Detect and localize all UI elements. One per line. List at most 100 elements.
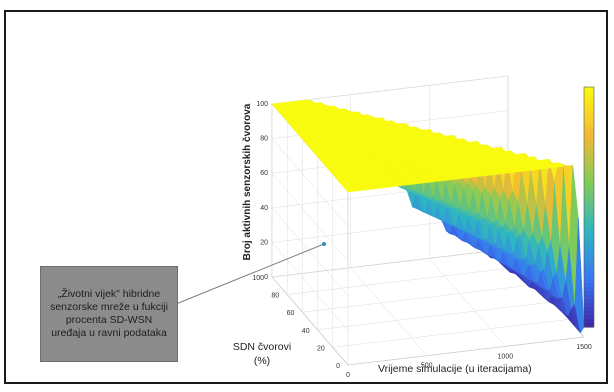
colorbar-segment <box>584 175 594 180</box>
z-tick-label: 40 <box>260 205 268 212</box>
colorbar-segment <box>584 171 594 176</box>
x-tick-label: 1000 <box>498 353 514 360</box>
colorbar-segment <box>584 231 594 236</box>
colorbar-segment <box>584 99 594 104</box>
grid-line <box>271 207 349 296</box>
colorbar-segment <box>584 227 594 232</box>
grid-line <box>271 276 349 366</box>
colorbar-segment <box>584 127 594 132</box>
grid-line <box>271 75 509 105</box>
y-tick-label: 20 <box>317 345 325 352</box>
colorbar-segment <box>584 291 594 296</box>
data-surface <box>271 99 585 334</box>
colorbar-segment <box>584 311 594 316</box>
x-tick-label: 1500 <box>576 344 592 351</box>
z-tick-label: 0 <box>264 274 268 281</box>
z-tick-label: 100 <box>256 101 268 108</box>
x-tick-label: 500 <box>421 363 433 370</box>
colorbar-segment <box>584 287 594 292</box>
annotation-box: „Životni vijek" hibridne senzorske mreže… <box>40 266 178 362</box>
colorbar-segment <box>584 239 594 244</box>
grid-line <box>332 319 569 348</box>
y-axis-label: SDN čvorovi <box>233 341 291 353</box>
colorbar-segment <box>584 95 594 100</box>
grid-line <box>271 173 349 262</box>
colorbar-segment <box>584 299 594 304</box>
colorbar <box>583 86 595 328</box>
z-tick-label: 60 <box>260 170 268 177</box>
grid-line <box>287 266 524 295</box>
colorbar-segment <box>584 151 594 156</box>
figure-frame: 0 20 40 60 80 100 0 500 1000 1500 0 20 40 60 80 100 Bro… <box>4 10 608 384</box>
colorbar-segment <box>584 159 594 164</box>
colorbar-segment <box>584 251 594 256</box>
z-axis-label: Broj aktivnih senzorskih čvorova <box>242 103 253 260</box>
grid-line <box>350 267 427 356</box>
colorbar-segment <box>584 199 594 204</box>
colorbar-segment <box>584 131 594 136</box>
y-tick-label: 100 <box>252 275 264 282</box>
surface-patch <box>574 217 585 334</box>
colorbar-segment <box>584 107 594 112</box>
grid-line <box>302 283 539 313</box>
colorbar-segment <box>584 103 594 108</box>
colorbar-segment <box>584 155 594 160</box>
y-axis-label-unit: (%) <box>254 355 270 367</box>
colorbar-segment <box>584 207 594 212</box>
grid-line <box>317 301 554 331</box>
colorbar-segment <box>584 271 594 276</box>
colorbar-segment <box>584 135 594 140</box>
colorbar-segment <box>584 315 594 320</box>
colorbar-segment <box>584 91 594 96</box>
colorbar-segment <box>584 303 594 308</box>
colorbar-segment <box>584 283 594 288</box>
colorbar-segment <box>584 255 594 260</box>
colorbar-segment <box>584 247 594 252</box>
y-tick-label: 40 <box>302 328 310 335</box>
grid-line <box>271 138 349 227</box>
colorbar-segment <box>584 275 594 280</box>
colorbar-segment <box>584 219 594 224</box>
colorbar-segment <box>584 195 594 200</box>
grid-line <box>347 336 585 366</box>
z-tick-label: 20 <box>260 239 268 246</box>
colorbar-segment <box>584 215 594 220</box>
colorbar-segment <box>584 319 594 324</box>
colorbar-segment <box>584 223 594 228</box>
z-tick-label: 80 <box>260 136 268 143</box>
colorbar-segment <box>584 235 594 240</box>
colorbar-segment <box>584 123 594 128</box>
annotation-arrow-tip <box>322 242 326 246</box>
colorbar-segment <box>584 87 594 92</box>
colorbar-segment <box>584 259 594 264</box>
colorbar-segment <box>584 191 594 196</box>
colorbar-segment <box>584 119 594 124</box>
colorbar-segment <box>584 139 594 144</box>
colorbar-outline <box>583 86 595 328</box>
y-tick-label: 0 <box>336 363 340 370</box>
annotation-arrow <box>175 243 325 305</box>
colorbar-segment <box>584 211 594 216</box>
colorbar-segment <box>584 143 594 148</box>
colorbar-segment <box>584 323 594 328</box>
colorbar-segment <box>584 111 594 116</box>
colorbar-segment <box>584 179 594 184</box>
colorbar-segment <box>584 187 594 192</box>
grid-line <box>271 242 349 331</box>
colorbar-segment <box>584 295 594 300</box>
colorbar-segment <box>584 263 594 268</box>
y-tick-label: 60 <box>287 310 295 317</box>
colorbar-segment <box>584 183 594 188</box>
colorbar-segment <box>584 267 594 272</box>
x-tick-label: 0 <box>346 372 350 379</box>
colorbar-segment <box>584 307 594 312</box>
y-tick-label: 80 <box>271 293 279 300</box>
annotation-text: „Životni vijek" hibridne senzorske mreže… <box>50 288 168 339</box>
colorbar-segment <box>584 147 594 152</box>
x-axis-label: Vrijeme simulacije (u iteracijama) <box>378 363 532 375</box>
colorbar-segment <box>584 115 594 120</box>
colorbar-segment <box>584 279 594 284</box>
grid-line <box>271 248 509 278</box>
